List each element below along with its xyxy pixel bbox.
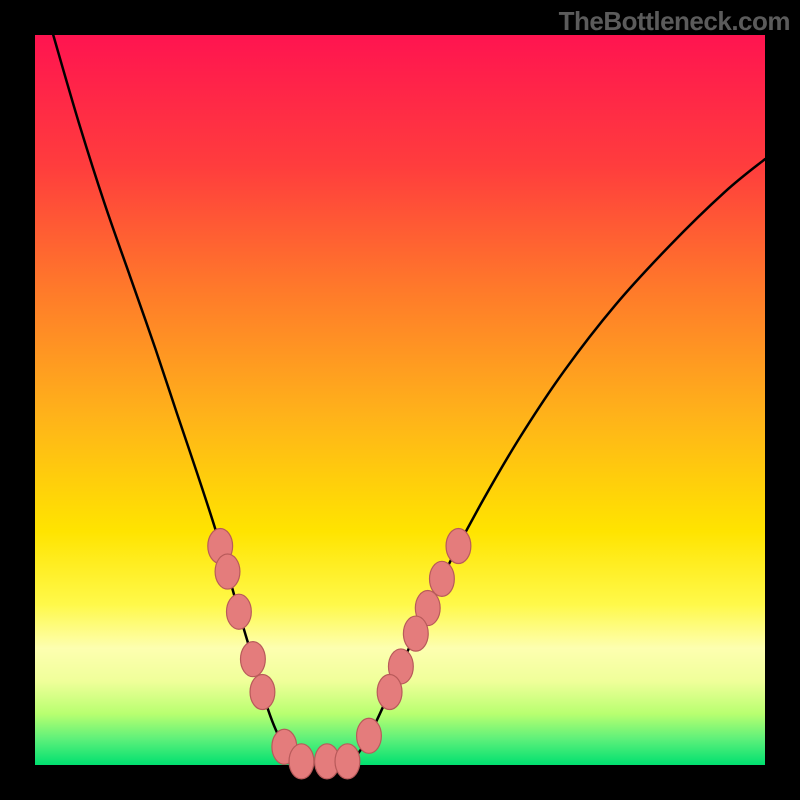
marker-right-5 bbox=[377, 674, 402, 709]
watermark-text: TheBottleneck.com bbox=[559, 6, 790, 37]
marker-left-1 bbox=[215, 554, 240, 589]
marker-left-3 bbox=[241, 642, 266, 677]
marker-left-4 bbox=[250, 674, 275, 709]
marker-right-0 bbox=[446, 528, 471, 563]
marker-right-6 bbox=[357, 718, 382, 753]
marker-valley-2 bbox=[335, 744, 360, 779]
marker-valley-0 bbox=[289, 744, 314, 779]
marker-left-2 bbox=[227, 594, 252, 629]
bottleneck-chart bbox=[0, 0, 800, 800]
marker-right-1 bbox=[430, 561, 455, 596]
marker-right-3 bbox=[403, 616, 428, 651]
